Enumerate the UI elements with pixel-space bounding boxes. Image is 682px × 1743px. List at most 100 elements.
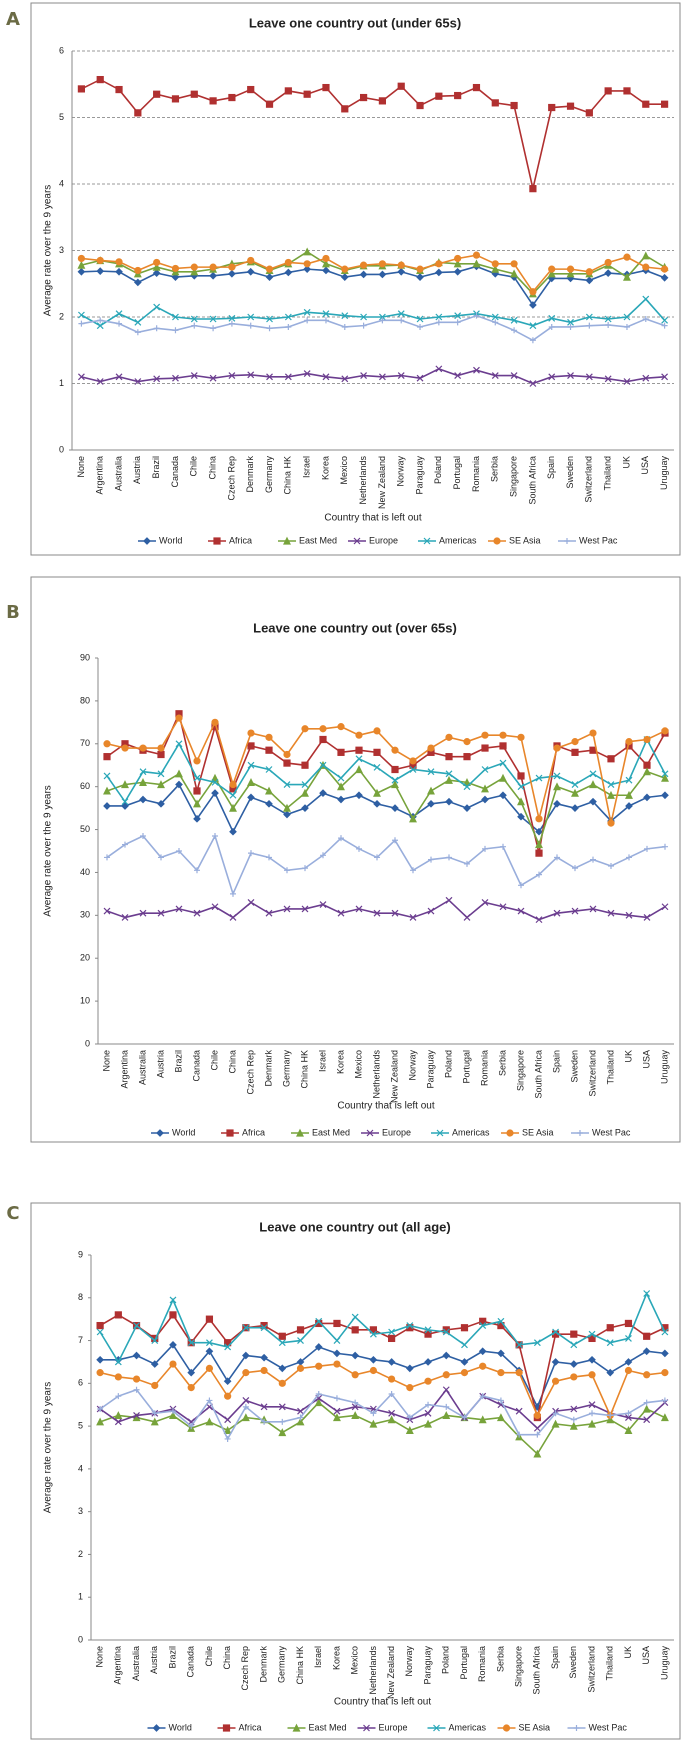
marker: [134, 378, 142, 385]
marker: [223, 1426, 232, 1434]
marker: [605, 321, 612, 328]
marker: [642, 100, 650, 108]
y-tick-label: 4: [59, 178, 64, 188]
marker: [585, 313, 593, 321]
marker: [625, 1334, 632, 1342]
marker: [132, 1351, 141, 1360]
x-tick-label: Argentina: [113, 1646, 123, 1685]
marker: [535, 827, 543, 836]
x-tick-label: Switzerland: [587, 1050, 597, 1097]
y-tick-label: 9: [78, 1249, 83, 1259]
marker: [333, 1360, 341, 1368]
marker: [297, 1337, 304, 1344]
marker: [139, 795, 147, 804]
marker: [625, 776, 633, 784]
marker: [333, 1349, 341, 1358]
marker: [369, 1366, 377, 1375]
marker: [533, 1449, 542, 1458]
x-tick-label: Paraguay: [425, 1050, 435, 1089]
marker: [140, 832, 146, 839]
marker: [247, 313, 255, 321]
marker: [445, 797, 453, 806]
y-tick-label: 90: [80, 652, 90, 662]
marker: [211, 903, 219, 911]
marker: [661, 373, 669, 381]
x-tick-label: Austria: [155, 1050, 165, 1078]
marker: [278, 1339, 286, 1347]
marker: [77, 85, 86, 93]
x-tick-label: Chile: [204, 1646, 214, 1667]
marker: [461, 1414, 468, 1421]
marker: [416, 101, 424, 110]
marker: [121, 744, 129, 752]
marker: [114, 1311, 122, 1319]
marker: [460, 1324, 469, 1332]
marker: [378, 260, 387, 268]
marker: [624, 1358, 633, 1366]
x-tick-label: Switzerland: [584, 456, 594, 503]
marker: [78, 320, 85, 327]
marker: [643, 1332, 651, 1340]
marker: [491, 260, 499, 268]
marker: [567, 372, 574, 379]
marker: [548, 314, 556, 322]
marker: [304, 317, 311, 324]
marker: [548, 323, 555, 330]
marker: [572, 865, 578, 872]
marker: [242, 1369, 250, 1377]
marker: [285, 323, 292, 330]
x-axis-title: Country that is left out: [334, 1697, 431, 1708]
legend-marker: [363, 1724, 370, 1732]
marker: [643, 914, 651, 921]
marker: [604, 375, 612, 383]
marker: [133, 278, 142, 287]
x-tick-label: Romania: [477, 1646, 487, 1682]
y-tick-label: 40: [80, 867, 90, 877]
marker: [133, 1386, 140, 1393]
legend-marker: [366, 1129, 374, 1137]
marker: [187, 1368, 196, 1377]
marker: [322, 373, 330, 381]
marker: [360, 322, 367, 329]
marker: [566, 269, 575, 278]
legend-label: East Med: [312, 1127, 350, 1137]
marker: [391, 780, 399, 789]
marker: [333, 1319, 341, 1328]
marker: [660, 265, 669, 273]
x-tick-label: Spain: [546, 456, 556, 479]
marker: [624, 1426, 633, 1434]
x-tick-label: Australia: [131, 1646, 141, 1681]
marker: [623, 87, 631, 95]
marker: [114, 1373, 122, 1381]
marker: [643, 767, 651, 776]
marker: [319, 789, 327, 797]
marker: [301, 761, 309, 769]
marker: [548, 373, 556, 381]
marker: [193, 774, 201, 782]
marker: [661, 1369, 669, 1377]
marker: [96, 1369, 104, 1377]
marker: [379, 317, 386, 324]
marker: [248, 850, 254, 857]
marker: [373, 788, 381, 797]
x-tick-label: Uruguay: [659, 1646, 669, 1681]
marker: [341, 312, 349, 320]
marker: [570, 1416, 577, 1423]
panel-frame: [30, 1202, 681, 1740]
marker: [481, 899, 489, 906]
marker: [588, 1330, 596, 1338]
marker: [190, 263, 198, 271]
x-tick-label: Serbia: [495, 1646, 505, 1672]
marker: [427, 907, 435, 915]
marker: [497, 1349, 505, 1358]
marker: [571, 788, 579, 797]
marker: [103, 802, 111, 810]
marker: [472, 259, 481, 268]
marker: [533, 1424, 541, 1432]
legend-label: SE Asia: [522, 1127, 554, 1137]
x-tick-label: Canada: [191, 1050, 201, 1082]
marker: [247, 322, 254, 329]
marker: [247, 761, 255, 769]
marker: [604, 315, 612, 323]
marker: [515, 1407, 523, 1415]
